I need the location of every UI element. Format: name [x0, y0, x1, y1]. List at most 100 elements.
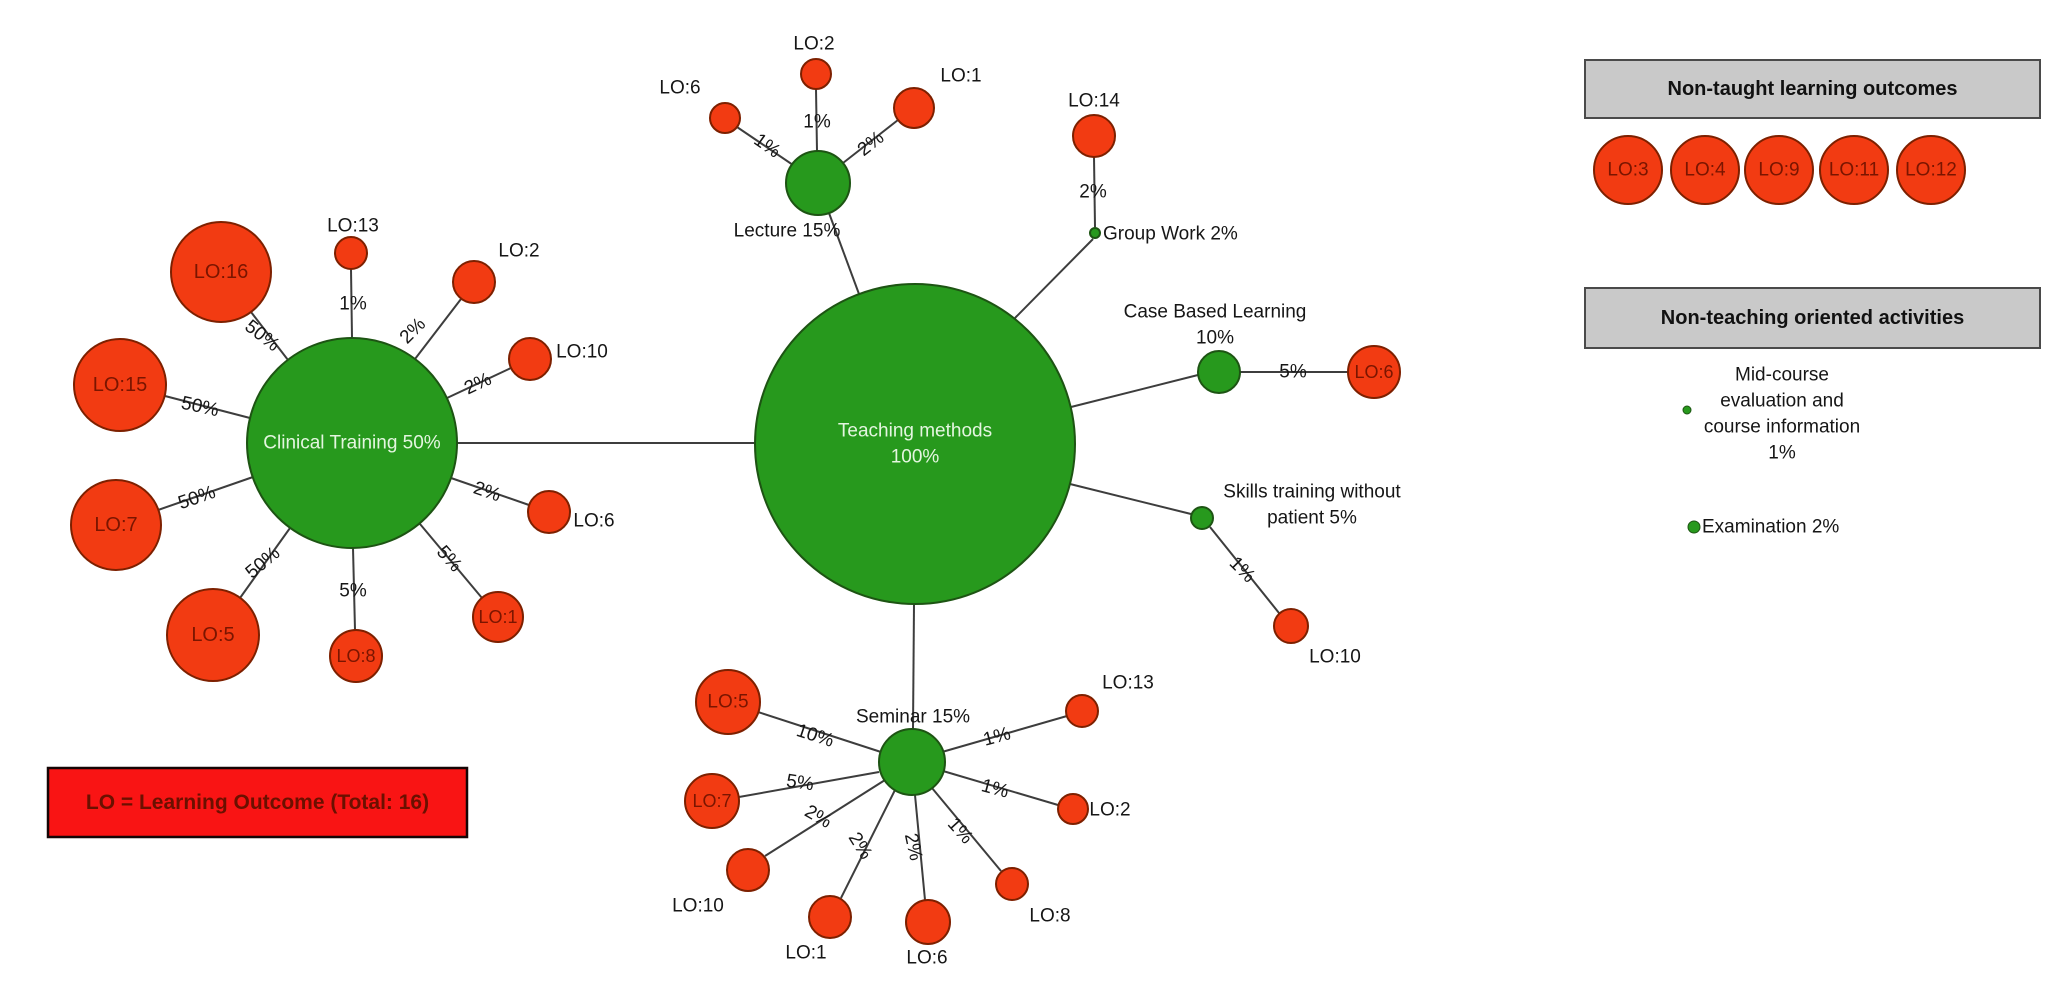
legend-box — [46, 766, 469, 839]
lo-node-sem-lo13 — [1065, 694, 1099, 728]
lo-node-cl-lo15 — [73, 338, 167, 432]
edge-lecture-lo6 — [736, 126, 794, 166]
edge-lecture-lo2 — [815, 88, 818, 152]
lo-node-cl-lo10 — [508, 337, 552, 381]
hub-lecture — [785, 150, 851, 216]
mid-course-evaluation-label: 1% — [1768, 443, 1796, 464]
lo-node-sem-lo6 — [905, 899, 951, 945]
non-taught-lo-LO:9 — [1744, 135, 1814, 205]
non-taught-lo-label-LO:4: LO:4 — [1684, 160, 1726, 181]
edge-seminar-lo7 — [738, 771, 880, 798]
edge-seminar-lo5 — [757, 711, 882, 753]
lo-node-cl-lo8 — [329, 629, 383, 683]
edge-clinical-lo8-percent-label: 5% — [339, 581, 367, 602]
edge-clinical-lo5-percent-label: 50% — [242, 543, 285, 584]
hub-teaching-methods — [754, 283, 1076, 605]
lo-node-cl-lo6 — [527, 490, 571, 534]
hub-case-based-learning — [1197, 350, 1241, 394]
lo-node-sem-lo7-label: LO:7 — [692, 791, 731, 811]
edge-clinical-lo7 — [157, 476, 254, 511]
edge-clinical-lo6 — [450, 477, 530, 506]
lo-node-sem-lo5-label: LO:5 — [707, 692, 748, 713]
lo-node-sem-lo1 — [808, 895, 852, 939]
lo-node-cl-lo13 — [334, 236, 368, 270]
lo-node-cbl-lo6 — [1347, 345, 1401, 399]
hub-teaching-methods-label: Teaching methods — [838, 421, 992, 442]
hub-case-based-learning-label: 10% — [1196, 328, 1234, 349]
lo-node-lec-lo2-label: LO:2 — [793, 34, 834, 55]
edge-groupwork-lo14 — [1093, 156, 1096, 228]
mid-course-evaluation-label: Mid-course — [1735, 365, 1829, 386]
non-taught-lo-label-LO:12: LO:12 — [1905, 160, 1957, 181]
edge-seminar-lo13-percent-label: 1% — [981, 723, 1013, 750]
edge-clinical-lo2 — [414, 298, 462, 360]
lo-node-sem-lo2 — [1057, 793, 1089, 825]
lo-node-sem-lo1-label: LO:1 — [785, 943, 826, 964]
non-taught-outcomes-header-box — [1584, 59, 2041, 119]
non-taught-lo-LO:11 — [1819, 135, 1889, 205]
mid-course-evaluation-label: evaluation and — [1720, 391, 1844, 412]
mid-course-evaluation-label: course information — [1704, 417, 1860, 438]
edge-clinical-lo13-percent-label: 1% — [339, 294, 367, 315]
hub-lecture-label: Lecture 15% — [734, 221, 841, 242]
edge-seminar-lo1 — [840, 789, 896, 899]
edge-seminar-lo8-percent-label: 1% — [943, 814, 977, 849]
non-taught-lo-LO:12 — [1896, 135, 1966, 205]
lo-node-sem-lo10 — [726, 848, 770, 892]
non-taught-lo-label-LO:3: LO:3 — [1607, 160, 1648, 181]
edge-clinical-lo13 — [350, 268, 353, 339]
lo-node-lec-lo1-label: LO:1 — [940, 66, 981, 87]
lo-node-cl-lo8-label: LO:8 — [336, 646, 375, 666]
lo-node-sem-lo6-label: LO:6 — [906, 948, 947, 969]
hub-skills-training — [1190, 506, 1214, 530]
lo-node-lec-lo1 — [893, 87, 935, 129]
edge-seminar-lo1-percent-label: 2% — [844, 829, 876, 864]
lo-node-cl-lo1 — [472, 591, 524, 643]
edge-teaching-skills — [1069, 483, 1192, 515]
lo-node-cl-lo16 — [170, 221, 272, 323]
hub-seminar — [878, 728, 946, 796]
lo-node-cl-lo7 — [70, 479, 162, 571]
lo-node-sk-lo10 — [1273, 608, 1309, 644]
edge-seminar-lo5-percent-label: 10% — [794, 720, 837, 752]
edge-clinical-lo2-percent-label: 2% — [396, 314, 430, 348]
lo-node-lec-lo6 — [709, 102, 741, 134]
non-taught-lo-label-LO:9: LO:9 — [1758, 160, 1799, 181]
edge-cbl-lo6-percent-label: 5% — [1279, 362, 1307, 383]
edge-lecture-lo1 — [842, 119, 899, 164]
edge-teaching-lecture — [828, 212, 860, 295]
examination-label: Examination 2% — [1702, 517, 1839, 538]
edge-teaching-groupwork — [1014, 238, 1094, 319]
edge-skills-lo10 — [1209, 526, 1280, 614]
lo-node-cl-lo7-label: LO:7 — [94, 514, 137, 536]
lo-node-cl-lo16-label: LO:16 — [194, 261, 248, 283]
lo-node-lec-lo2 — [800, 58, 832, 90]
lo-node-cl-lo1-label: LO:1 — [478, 607, 517, 627]
lo-node-sem-lo7 — [684, 773, 740, 829]
non-taught-lo-label-LO:11: LO:11 — [1829, 160, 1879, 181]
hub-group-work — [1089, 227, 1101, 239]
edge-clinical-lo7-percent-label: 50% — [176, 482, 219, 514]
edge-clinical-lo5 — [239, 527, 291, 599]
edge-seminar-lo8 — [931, 787, 1002, 872]
edge-seminar-lo10 — [764, 779, 886, 857]
lo-node-cl-lo6-label: LO:6 — [573, 511, 614, 532]
non-teaching-activities-header-box — [1584, 287, 2041, 349]
edge-clinical-lo16-percent-label: 50% — [241, 316, 284, 356]
non-taught-lo-LO:3 — [1593, 135, 1663, 205]
edge-clinical-lo8 — [352, 547, 356, 631]
lo-node-sem-lo8 — [995, 867, 1029, 901]
edge-seminar-lo7-percent-label: 5% — [785, 771, 815, 796]
edge-seminar-lo13 — [941, 715, 1068, 753]
lo-node-gw-lo14-label: LO:14 — [1068, 91, 1120, 112]
non-teaching-activities-header-text: Non-teaching oriented activities — [1661, 307, 1964, 329]
hub-group-work-label: Group Work 2% — [1103, 224, 1238, 245]
lo-node-cl-lo15-label: LO:15 — [93, 374, 147, 396]
lo-node-sem-lo13-label: LO:13 — [1102, 673, 1154, 694]
edge-clinical-lo15-percent-label: 50% — [179, 393, 221, 421]
edge-clinical-lo1-percent-label: 5% — [432, 542, 466, 577]
lo-node-cl-lo2 — [452, 260, 496, 304]
edge-seminar-lo10-percent-label: 2% — [801, 801, 835, 833]
